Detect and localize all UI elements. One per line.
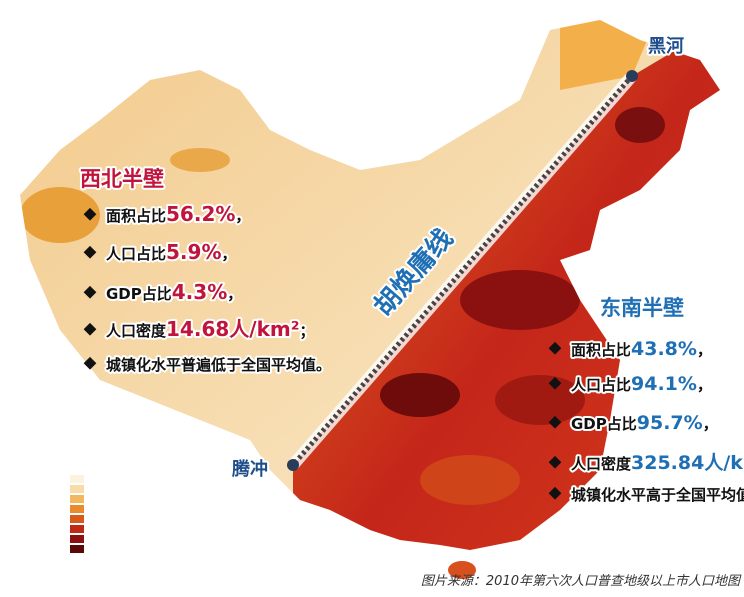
item-value: 325.84人/km² [631, 452, 744, 474]
item-label: 城镇化水平普遍低于全国平均值。 [106, 356, 331, 374]
item-label: 人口占比 [106, 245, 166, 263]
bullet-text: GDP占比4.3%， [106, 280, 242, 304]
item-label: GDP占比 [571, 415, 637, 433]
hu-line [291, 74, 634, 467]
bullet [83, 245, 97, 259]
item-suffix: ， [697, 341, 712, 359]
bullet-text: 城镇化水平高于全国平均值。 [571, 486, 744, 504]
item-label: 人口占比 [571, 376, 631, 394]
item-label: 面积占比 [106, 207, 166, 225]
bullet-text: GDP占比95.7%， [571, 412, 718, 434]
item-value: 5.9% [166, 240, 221, 264]
item-suffix: ， [235, 207, 250, 225]
bullet-text: 人口占比5.9%， [106, 240, 237, 264]
item-label: GDP占比 [106, 285, 172, 303]
item-suffix: ， [221, 245, 236, 263]
city-label: 腾冲 [232, 458, 268, 480]
hainan [448, 561, 476, 579]
legend [70, 475, 84, 553]
item-suffix: ， [227, 285, 242, 303]
item-label: 人口密度 [106, 322, 167, 340]
bullet-text: 人口密度325.84人/km²； [571, 452, 744, 474]
item-value: 56.2% [166, 202, 235, 226]
bullet-text: 面积占比43.8%， [571, 338, 712, 360]
item-label: 面积占比 [571, 341, 631, 359]
item-value: 94.1% [631, 373, 697, 395]
bullet-text: 人口密度14.68人/km²； [106, 317, 315, 341]
source: 图片来源：2010年第六次人口普查地级以上市人口地图 [421, 573, 742, 589]
bullet-text: 人口占比94.1%， [571, 373, 712, 395]
item-suffix: ， [697, 376, 712, 394]
item-value: 14.68人/km² [166, 317, 299, 341]
item-label: 城镇化水平高于全国平均值。 [571, 486, 744, 504]
heihe-dot [626, 70, 638, 82]
item-suffix: ， [703, 415, 718, 433]
item-value: 4.3% [172, 280, 227, 304]
item-value: 43.8% [631, 338, 697, 360]
item-suffix: ； [299, 322, 314, 340]
bullet-text: 城镇化水平普遍低于全国平均值。 [106, 356, 331, 374]
tengchong-dot [287, 459, 299, 471]
item-value: 95.7% [637, 412, 703, 434]
region-title: 西北半壁 [80, 167, 164, 191]
item-label: 人口密度 [571, 455, 632, 473]
bullet-text: 面积占比56.2%， [106, 202, 250, 226]
city-label: 黑河 [648, 36, 684, 57]
bullet [83, 207, 97, 221]
region-title: 东南半壁 [600, 296, 684, 320]
